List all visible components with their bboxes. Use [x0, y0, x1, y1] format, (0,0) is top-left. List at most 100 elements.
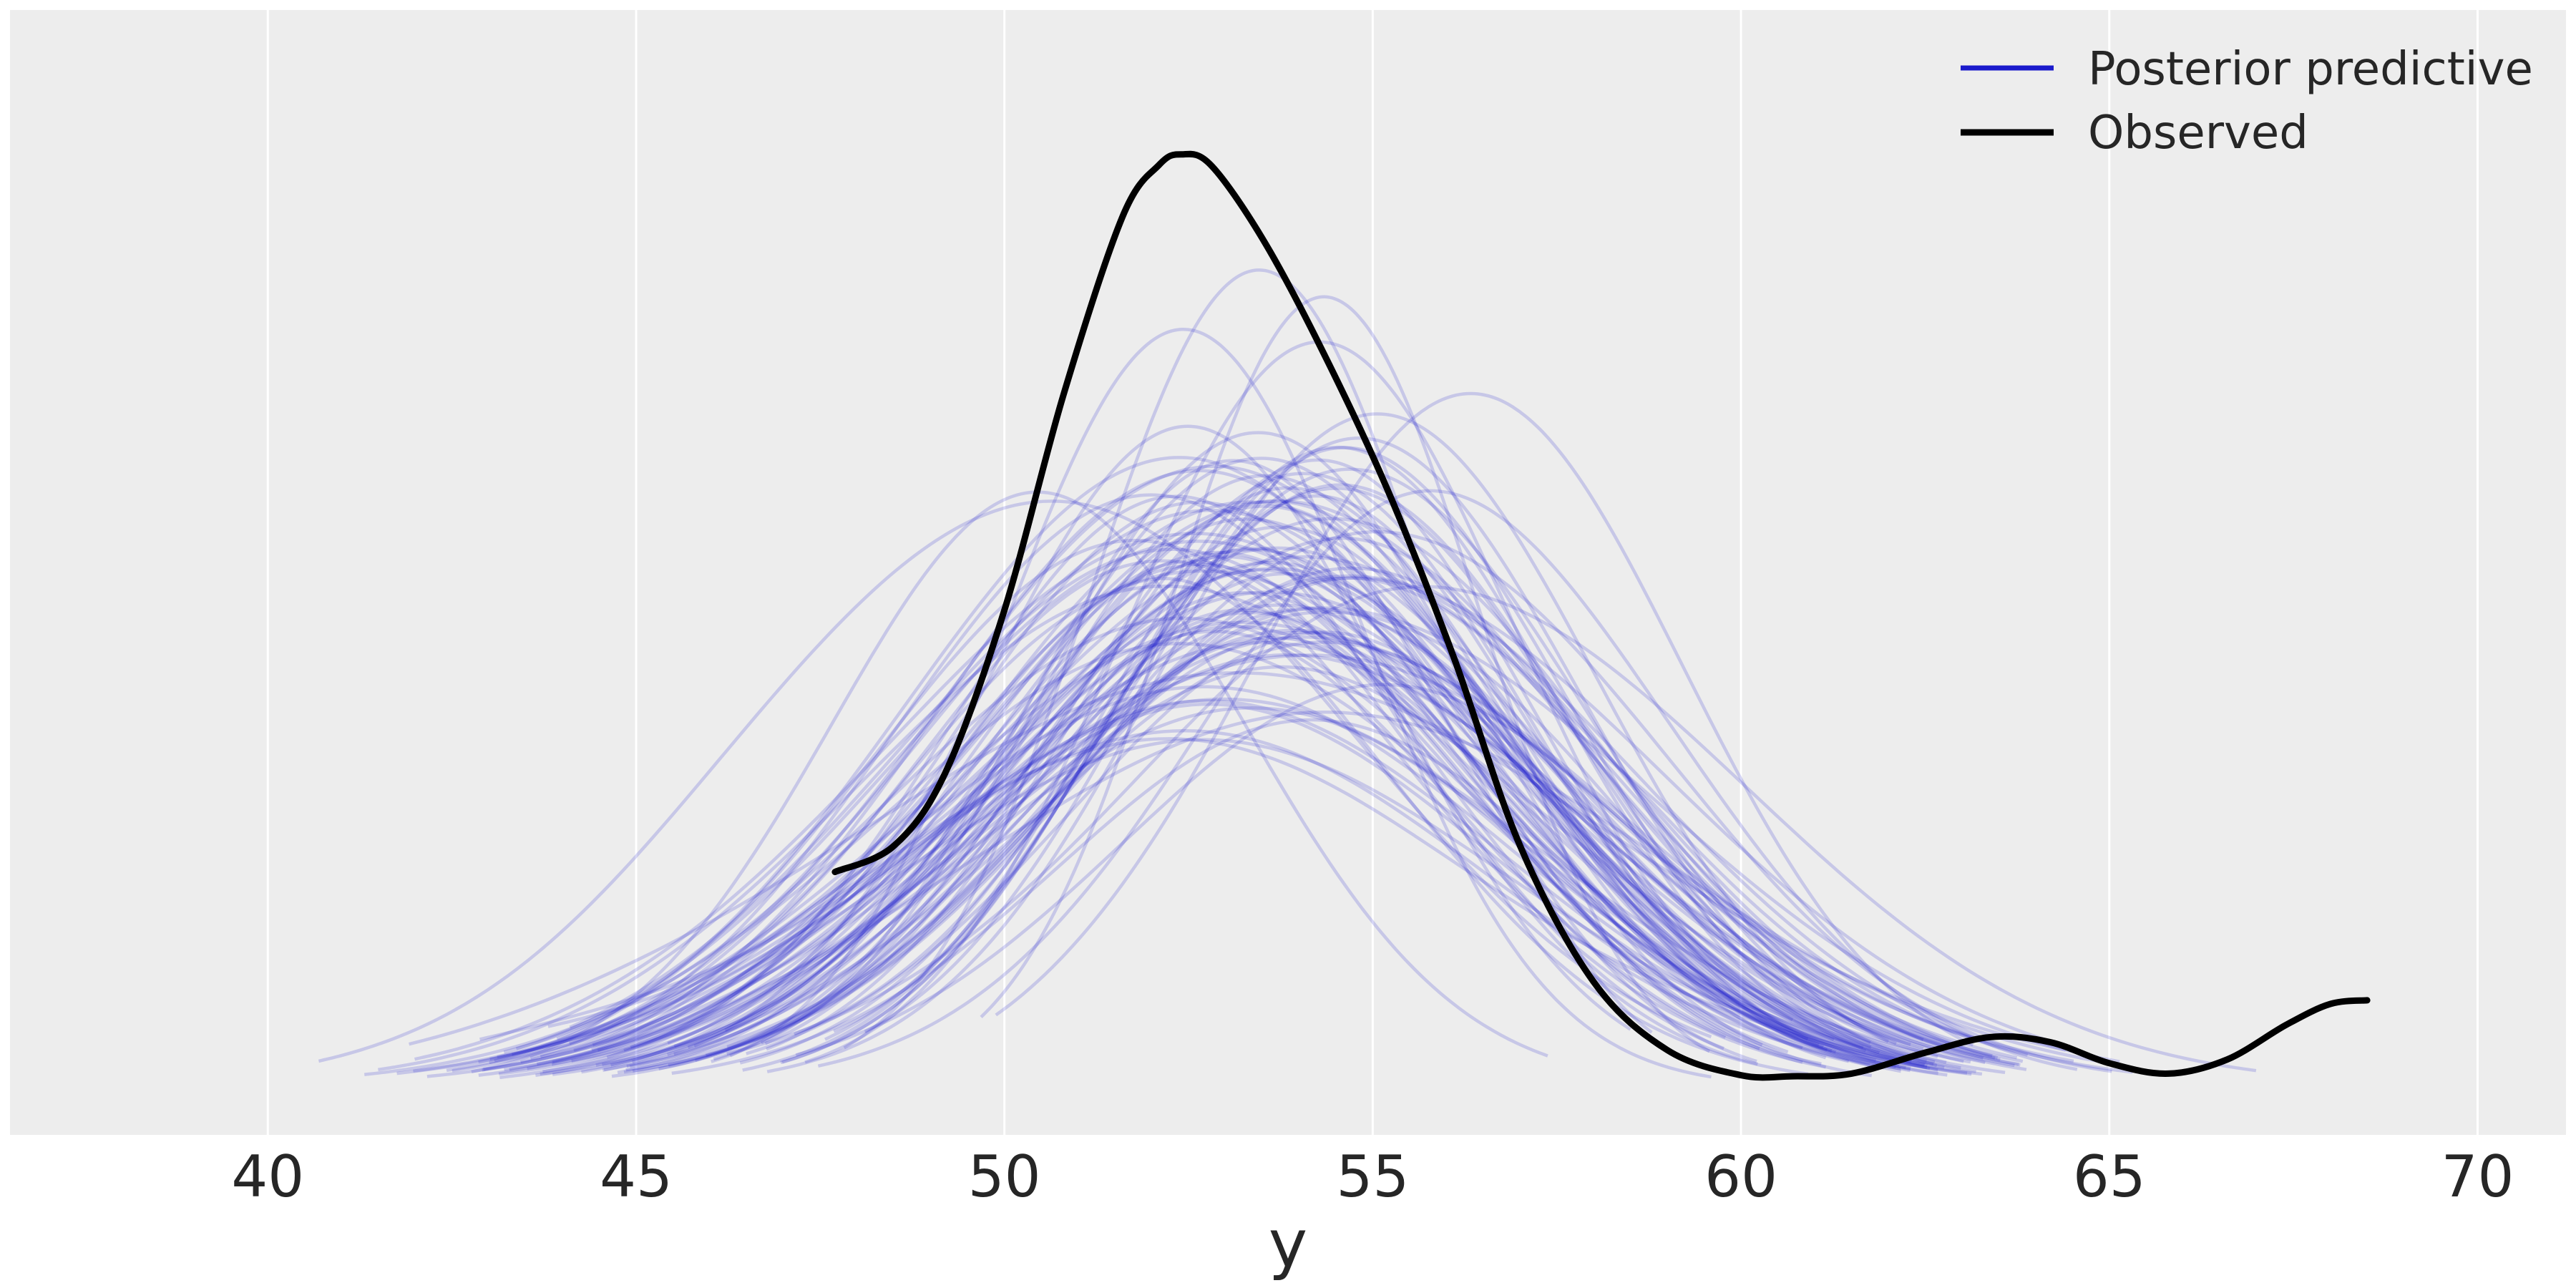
posterior-predictive-line-90	[705, 607, 1938, 1058]
posterior-predictive-line-58	[630, 500, 1820, 1049]
posterior-predictive-line-23	[611, 525, 1833, 1078]
posterior-predictive-line-27	[364, 642, 1934, 1076]
posterior-predictive-line-30	[536, 702, 1906, 1070]
posterior-predictive-line-13	[623, 625, 1931, 1070]
posterior-predictive-line-15	[742, 458, 1809, 1072]
posterior-predictive-line-34	[396, 697, 1971, 1075]
posterior-predictive-line-85	[595, 517, 1939, 1075]
posterior-predictive-line-17	[556, 456, 1828, 1052]
posterior-predictive-line-5	[504, 555, 2029, 1072]
posterior-predictive-line-54	[515, 540, 2006, 1075]
posterior-predictive-line-52	[478, 562, 1864, 1077]
posterior-predictive-line-43	[726, 635, 1948, 1077]
posterior-predictive-line-71	[509, 550, 1837, 1072]
posterior-predictive-line-44	[489, 653, 2074, 1063]
posterior-predictive-line-37	[726, 585, 2257, 1073]
posterior-predictive-line-91	[729, 327, 1712, 1079]
posterior-predictive-line-50	[552, 665, 2015, 1068]
posterior-predictive-line-4	[573, 469, 1911, 1073]
posterior-predictive-line-28	[980, 295, 1711, 1053]
posterior-predictive-line-3	[603, 536, 1984, 1072]
posterior-predictive-line-12	[535, 494, 1758, 1078]
x-tick-label-60: 60	[1704, 1143, 1777, 1210]
posterior-predictive-line-95	[626, 566, 1956, 1068]
plot-background	[10, 10, 2566, 1135]
grid-lines	[266, 10, 2479, 1135]
posterior-predictive-line-69	[527, 548, 1936, 1070]
posterior-predictive-line-99	[724, 424, 1631, 1033]
posterior-predictive-line-16	[519, 559, 1803, 1064]
posterior-predictive-line-6	[568, 464, 1872, 1049]
posterior-predictive-line-76	[746, 630, 1927, 1056]
posterior-predictive-line-29	[795, 683, 1996, 1060]
x-tick-label-45: 45	[600, 1143, 673, 1210]
posterior-predictive-line-82	[591, 567, 1924, 1052]
posterior-predictive-line-72	[483, 635, 2133, 1074]
posterior-predictive-line-75	[511, 685, 1945, 1069]
posterior-predictive-line-80	[666, 499, 1928, 1068]
posterior-predictive-line-1	[414, 532, 1911, 1061]
x-tick-label-55: 55	[1336, 1143, 1409, 1210]
posterior-predictive-line-33	[606, 500, 1803, 1064]
posterior-predictive-line-66	[569, 547, 1850, 1063]
posterior-predictive-line-88	[794, 467, 1897, 1045]
posterior-predictive-line-36	[318, 499, 1712, 1063]
posterior-predictive-line-2	[413, 737, 1972, 1076]
posterior-predictive-line-56	[499, 577, 1809, 1080]
posterior-predictive-line-48	[687, 517, 1924, 1049]
posterior-predictive-line-38	[409, 670, 2067, 1052]
posterior-predictive-line-65	[503, 616, 1983, 1076]
posterior-predictive-line-60	[658, 572, 1877, 1070]
posterior-predictive-line-25	[540, 606, 2120, 1063]
posterior-predictive-line-77	[378, 584, 1867, 1072]
posterior-predictive-line-87	[711, 459, 1757, 1063]
posterior-predictive-line-26	[601, 640, 2018, 1067]
x-tick-label-40: 40	[231, 1143, 304, 1210]
x-axis-label: y	[1269, 1206, 1307, 1282]
posterior-predictive-line-20	[551, 653, 2001, 1066]
posterior-predictive-line-31	[766, 412, 1889, 1073]
legend: Posterior predictive Observed	[1961, 43, 2533, 160]
x-tick-label-70: 70	[2441, 1143, 2514, 1210]
posterior-predictive-line-7	[571, 574, 2069, 1063]
posterior-predictive-line-24	[625, 530, 2112, 1073]
posterior-predictive-line-40	[995, 391, 1974, 1047]
posterior-predictive-line-22	[668, 630, 1976, 1073]
posterior-predictive-lines	[318, 268, 2257, 1080]
posterior-predictive-line-32	[629, 608, 1789, 1068]
posterior-predictive-line-84	[817, 489, 2078, 1071]
posterior-predictive-line-53	[694, 474, 1827, 1063]
posterior-predictive-line-63	[494, 539, 1827, 1069]
posterior-predictive-line-61	[673, 591, 1870, 1068]
posterior-predictive-line-70	[693, 504, 1911, 1070]
posterior-predictive-line-64	[602, 555, 1763, 1072]
posterior-predictive-line-35	[597, 711, 2102, 1063]
posterior-predictive-line-92	[489, 738, 1926, 1066]
posterior-predictive-line-67	[542, 603, 1947, 1073]
posterior-predictive-line-74	[530, 493, 1727, 1060]
posterior-predictive-line-100	[478, 620, 2021, 1067]
posterior-predictive-line-39	[482, 590, 1944, 1072]
posterior-predictive-line-97	[632, 576, 1999, 1073]
posterior-predictive-line-47	[617, 457, 1878, 1075]
posterior-predictive-line-96	[632, 560, 1925, 1067]
legend-label-posterior-predictive: Posterior predictive	[2088, 43, 2533, 96]
posterior-predictive-line-51	[781, 494, 1794, 1064]
posterior-predictive-line-10	[623, 576, 1984, 1074]
x-tick-label-65: 65	[2073, 1143, 2146, 1210]
posterior-predictive-line-8	[673, 610, 2027, 1071]
posterior-predictive-line-98	[452, 569, 1928, 1073]
posterior-predictive-line-79	[610, 630, 1760, 1067]
posterior-predictive-line-9	[864, 436, 1938, 1068]
posterior-predictive-line-59	[713, 547, 1822, 1066]
posterior-predictive-line-19	[766, 472, 1825, 1051]
posterior-predictive-line-89	[671, 718, 1928, 1075]
posterior-predictive-line-46	[498, 706, 1961, 1075]
posterior-predictive-line-11	[780, 445, 1938, 1072]
posterior-predictive-line-49	[479, 640, 2024, 1063]
x-tick-label-50: 50	[968, 1143, 1041, 1210]
observed-line-group	[831, 150, 2371, 1081]
x-tick-labels: 40 45 50 55 60 65 70	[231, 1143, 2514, 1210]
